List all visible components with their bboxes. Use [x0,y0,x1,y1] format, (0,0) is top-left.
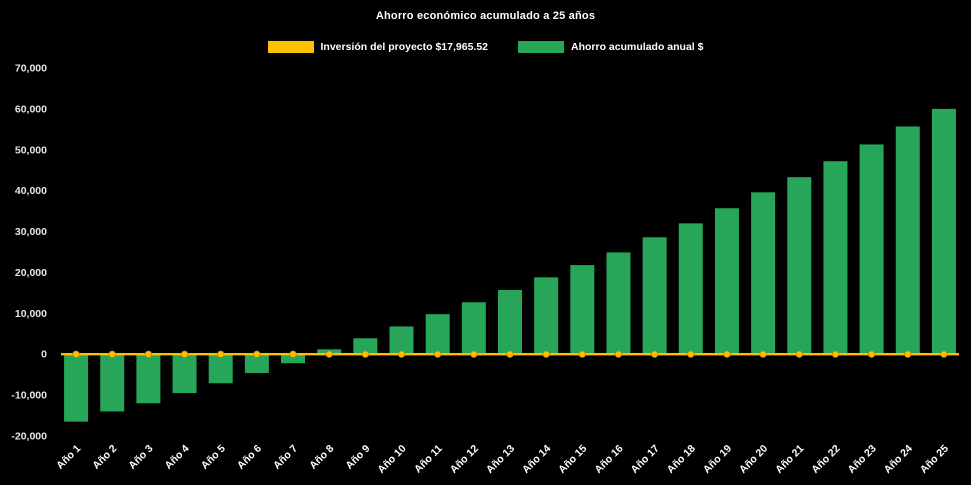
y-axis-tick-label: 50,000 [15,144,47,156]
bar-ahorro-acumulado [461,302,486,355]
x-axis-category-label: Año 11 [412,443,445,476]
x-axis-category-label: Año 2 [90,443,119,472]
bar-ahorro-acumulado [136,354,161,404]
bar-ahorro-acumulado [389,326,414,355]
line-marker [325,350,333,358]
bar-ahorro-acumulado [64,354,89,422]
y-axis-tick-label: -10,000 [11,390,47,402]
bar-ahorro-acumulado [859,144,884,355]
x-axis-category-label: Año 1 [54,443,83,472]
line-marker [904,350,912,358]
line-marker [470,350,478,358]
x-axis-category-label: Año 25 [918,443,951,476]
legend-swatch-ahorro [518,41,565,53]
bar-ahorro-acumulado [895,126,920,355]
x-axis-category-label: Año 16 [592,443,625,476]
line-marker [651,350,659,358]
line-marker [867,350,876,358]
legend-label-ahorro: Ahorro acumulado anual $ [571,41,704,53]
line-marker [614,350,623,358]
x-axis-category-label: Año 8 [307,443,336,472]
line-marker [434,350,442,358]
x-axis-category-label: Año 22 [809,443,842,476]
x-axis-category-label: Año 5 [199,443,228,472]
x-axis-category-label: Año 10 [375,443,408,476]
line-marker [253,350,261,358]
x-axis-category-label: Año 9 [343,443,372,472]
y-axis-tick-label: -20,000 [11,431,47,443]
bar-ahorro-acumulado [823,161,848,355]
y-axis-tick-label: 60,000 [15,103,47,115]
line-marker [72,350,80,358]
bar-ahorro-acumulado [353,338,378,355]
legend-swatch-inversion [267,41,314,53]
line-marker [687,350,695,358]
line-marker [578,350,586,358]
legend-label-inversion: Inversión del proyecto $17,965.52 [320,41,489,53]
line-marker [108,350,116,358]
chart-legend: Inversión del proyecto $17,965.52 Ahorro… [0,41,971,53]
bar-ahorro-acumulado [425,314,450,355]
bar-ahorro-acumulado [172,354,197,394]
y-axis-tick-label: 70,000 [15,63,47,75]
x-axis-category-label: Año 6 [235,443,264,472]
bar-ahorro-acumulado [751,192,776,355]
y-axis-tick-label: 20,000 [15,267,47,279]
legend-item-ahorro: Ahorro acumulado anual $ [518,41,703,53]
line-marker [940,350,948,358]
chart-title: Ahorro económico acumulado a 25 años [375,10,596,22]
x-axis-category-label: Año 7 [271,443,300,472]
line-marker [180,350,189,358]
bar-ahorro-acumulado [678,223,703,355]
line-marker [506,350,514,358]
line-marker [795,350,803,358]
y-axis-tick-label: 0 [41,349,47,361]
bar-ahorro-acumulado [244,354,269,374]
bar-ahorro-acumulado [498,290,522,355]
bar-ahorro-acumulado [931,108,956,355]
x-axis-category-label: Año 14 [520,443,553,476]
line-marker [397,350,406,358]
x-axis-category-label: Año 17 [629,443,662,476]
x-axis-category-label: Año 19 [701,443,734,476]
line-marker [289,350,297,358]
bar-ahorro-acumulado [714,208,739,355]
y-axis-tick-label: 30,000 [15,226,47,238]
line-marker [759,350,767,358]
x-axis-category-label: Año 20 [737,443,770,476]
bar-ahorro-acumulado [534,277,559,355]
bar-ahorro-acumulado [281,354,306,364]
bar-ahorro-acumulado [642,237,667,355]
line-marker [217,350,225,358]
x-axis-category-label: Año 13 [484,443,517,476]
bar-ahorro-acumulado [100,354,125,412]
line-marker [831,350,840,358]
x-axis-category-label: Año 23 [845,443,878,476]
x-axis-category-label: Año 15 [556,443,589,476]
x-axis-category-label: Año 12 [448,443,481,476]
line-marker [723,350,731,358]
legend-item-inversion: Inversión del proyecto $17,965.52 [267,41,489,53]
x-axis-category-label: Año 3 [126,443,155,472]
x-axis-category-label: Año 24 [882,443,915,476]
bar-ahorro-acumulado [606,252,631,355]
bar-ahorro-acumulado [208,354,233,384]
line-marker [144,350,152,358]
line-marker [542,350,550,358]
bar-ahorro-acumulado [570,265,595,355]
bar-ahorro-acumulado [787,177,812,355]
x-axis-category-label: Año 18 [665,443,698,476]
y-axis-tick-label: 10,000 [15,308,47,320]
y-axis-tick-label: 40,000 [15,185,47,197]
x-axis-category-label: Año 21 [773,443,806,476]
x-axis-category-label: Año 4 [163,443,192,472]
line-marker [361,350,369,358]
